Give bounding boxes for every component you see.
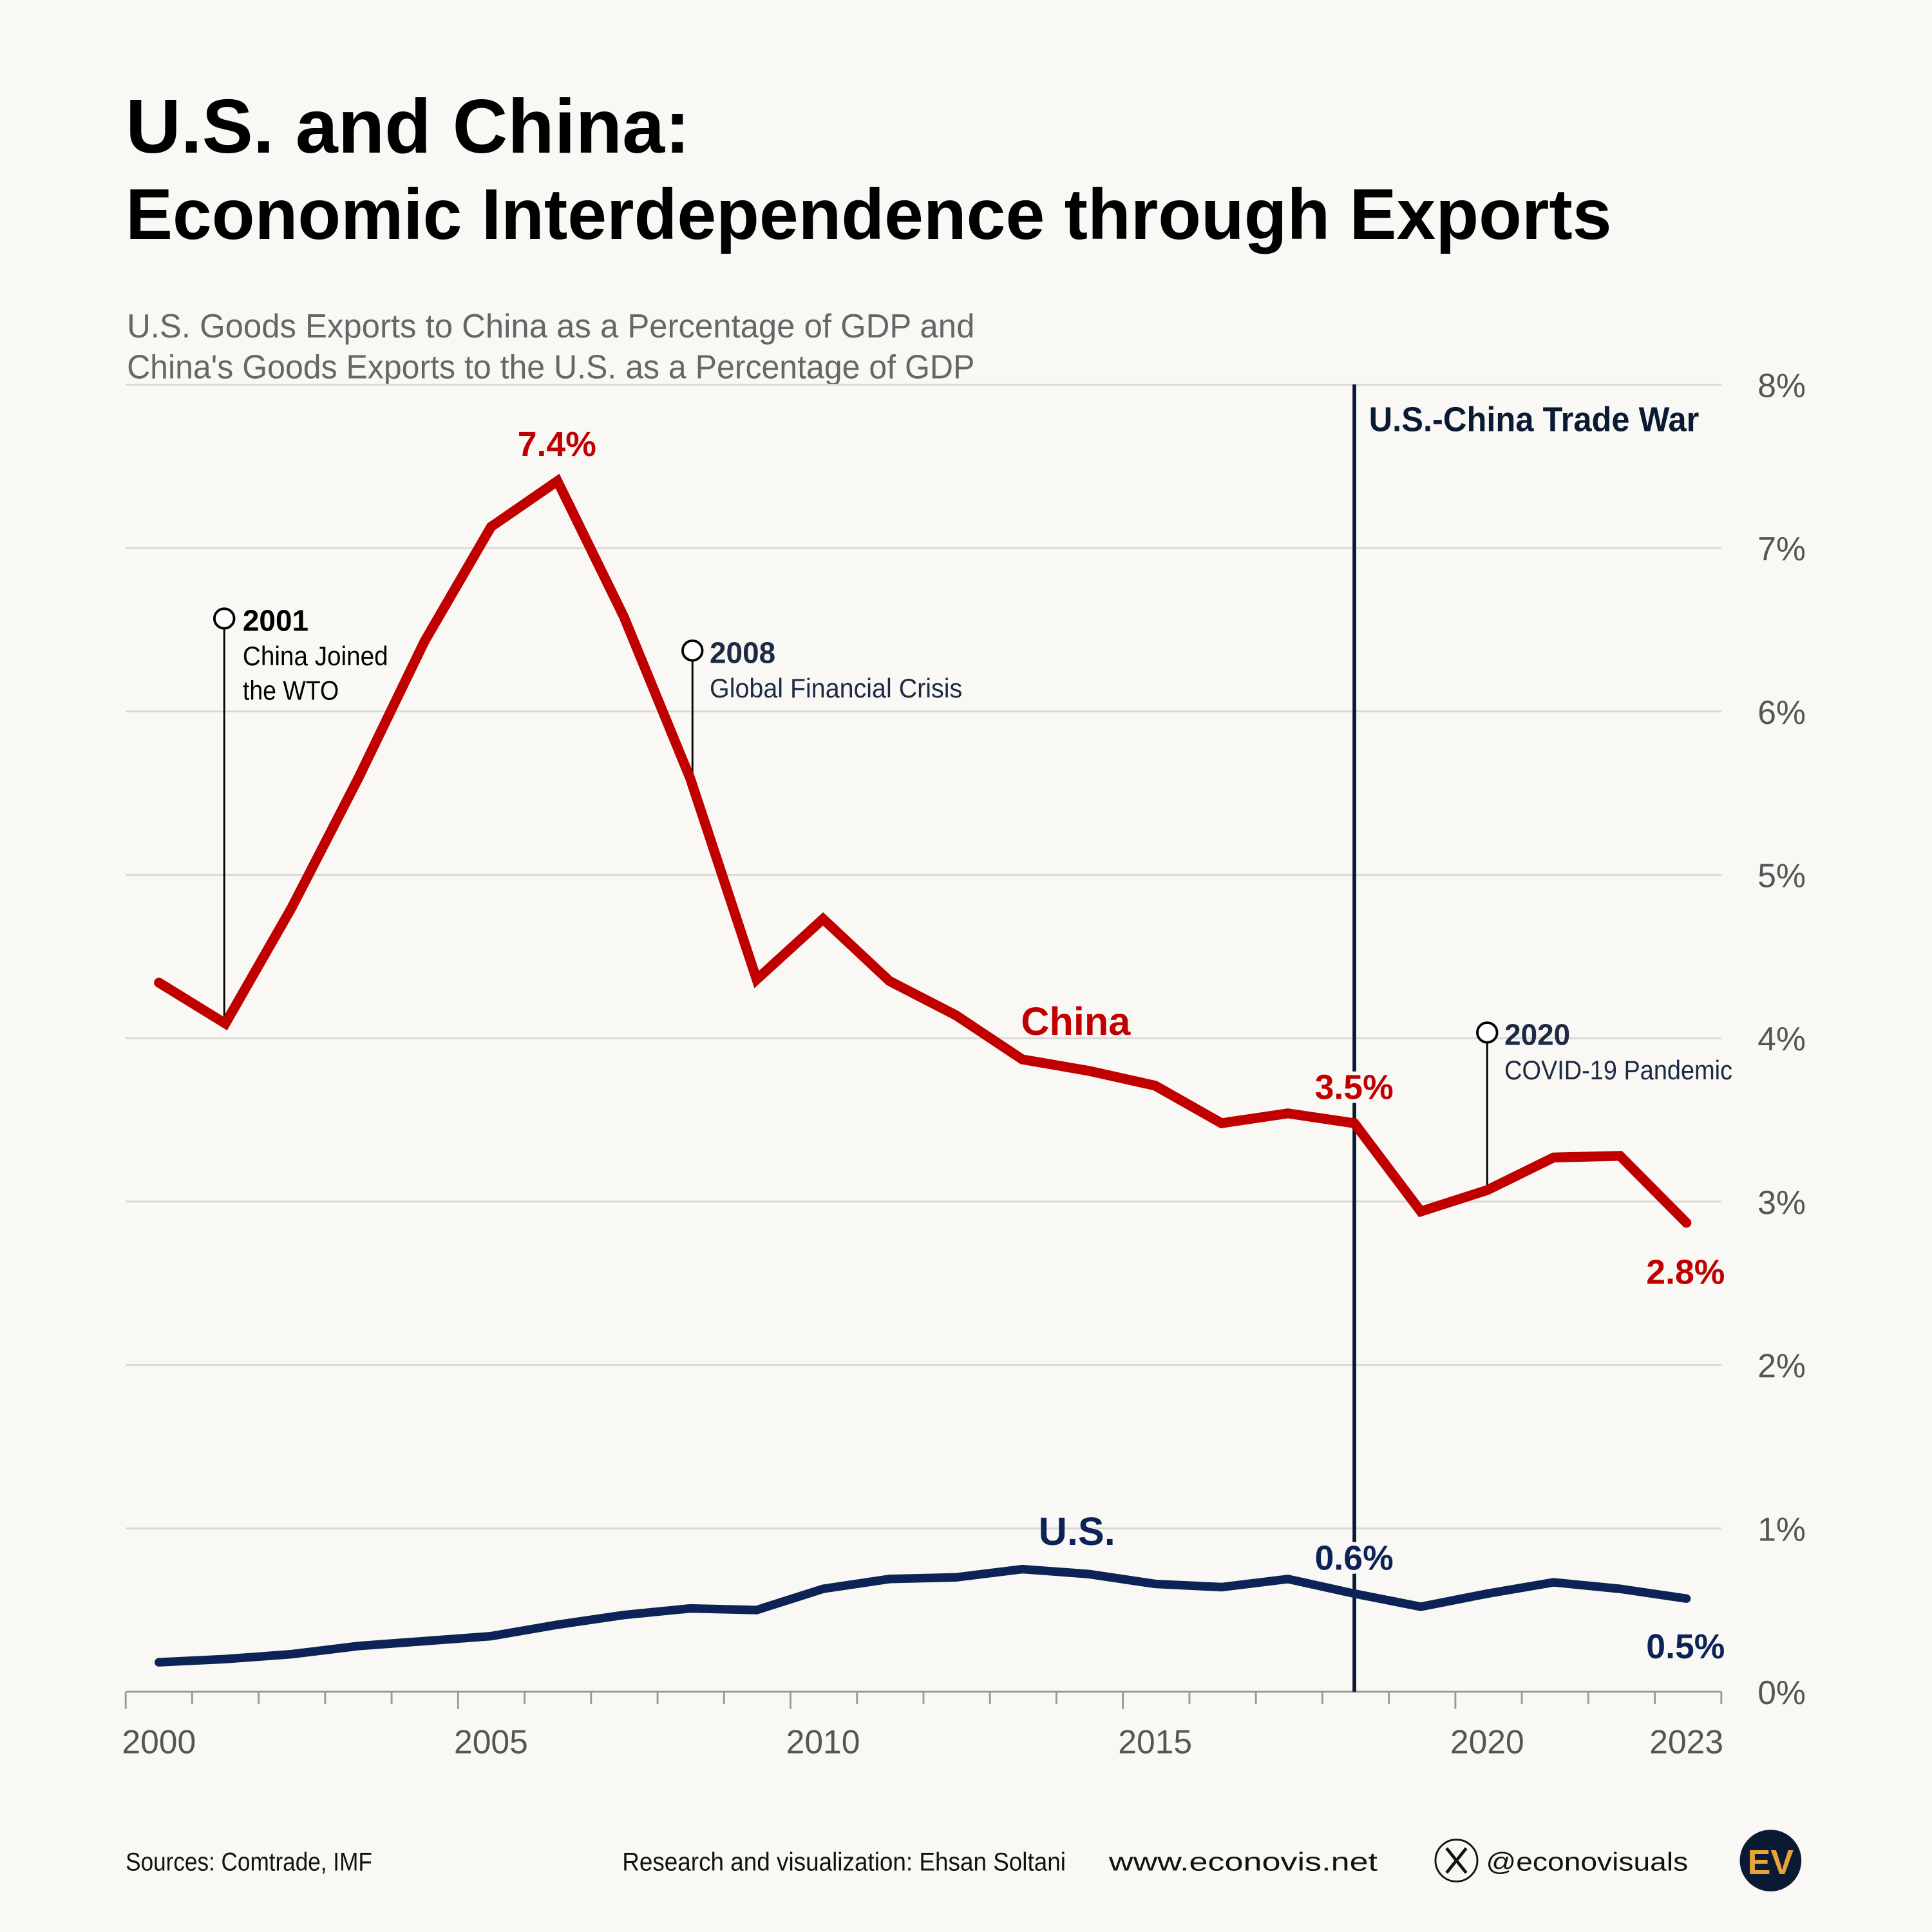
china-end-label: 2.8% [1646,1254,1725,1292]
title-line-2: Economic Interdependence through Exports [126,175,1611,254]
website-link[interactable]: www.econovis.net [1108,1847,1378,1876]
annotation-marker [1476,1021,1499,1044]
annotation-2001: 2001 China Joined the WTO [213,604,388,1021]
y-tick-label: 5% [1757,857,1806,895]
x-tick-label: 2000 [122,1723,196,1761]
series-lines [154,473,1692,1667]
ev-logo-text: EV [1748,1844,1794,1882]
us-2018-label: 0.6% [1315,1539,1394,1577]
x-tick-label: 2020 [1450,1723,1524,1761]
y-tick-label: 7% [1757,530,1806,567]
annotation-text: China Joined [243,641,388,671]
sources: Sources: Comtrade, IMF [126,1847,372,1876]
x-tick-label: 2010 [786,1723,860,1761]
annotation-2020: 2020 COVID-19 Pandemic [1476,1018,1732,1186]
ev-logo: EV [1739,1830,1802,1891]
us-series-label: U.S. [1039,1510,1115,1553]
y-tick-label: 0% [1757,1674,1806,1711]
social-handle[interactable]: @econovisuals [1486,1847,1688,1876]
x-tick-label: 2005 [454,1723,528,1761]
y-tick-label: 8% [1757,366,1806,404]
china-peak-label: 7.4% [518,426,596,464]
annotation-2008: 2008 Global Financial Crisis [681,636,962,774]
subtitle-line-1: U.S. Goods Exports to China as a Percent… [127,307,974,345]
x-tick-label: 2015 [1118,1723,1192,1761]
us-end-label: 0.5% [1646,1628,1725,1666]
china-2018-label: 3.5% [1315,1069,1394,1107]
annotation-marker [681,639,704,662]
y-tick-label: 6% [1757,694,1806,731]
annotation-year: 2001 [243,604,308,638]
x-tick-label: 2023 [1649,1723,1723,1761]
series-line-us [155,1564,1691,1667]
annotation-year: 2020 [1504,1018,1570,1051]
annotation-text: Global Financial Crisis [710,673,962,703]
y-tick-label: 1% [1757,1510,1806,1548]
x-axis: 2000 2005 2010 2015 2020 2023 [122,1690,1723,1761]
annotation-year: 2008 [710,636,775,669]
x-logo-icon[interactable] [1434,1839,1479,1882]
annotation-marker [213,607,236,630]
title-line-1: U.S. and China: [126,84,690,169]
y-axis: 0% 1% 2% 3% 4% 5% 6% 7% 8% [1757,366,1806,1711]
annotation-text: the WTO [243,676,339,706]
credit: Research and visualization: Ehsan Soltan… [622,1847,1066,1876]
y-tick-label: 4% [1757,1020,1806,1057]
y-tick-label: 2% [1757,1347,1806,1385]
gridlines [126,383,1721,1530]
annotation-text: COVID-19 Pandemic [1504,1055,1732,1085]
china-series-label: China [1021,999,1131,1043]
subtitle-line-2: China's Goods Exports to the U.S. as a P… [127,348,974,385]
trade-war-label: U.S.-China Trade War [1369,401,1700,439]
y-tick-label: 3% [1757,1184,1806,1221]
series-line-china [154,473,1692,1228]
